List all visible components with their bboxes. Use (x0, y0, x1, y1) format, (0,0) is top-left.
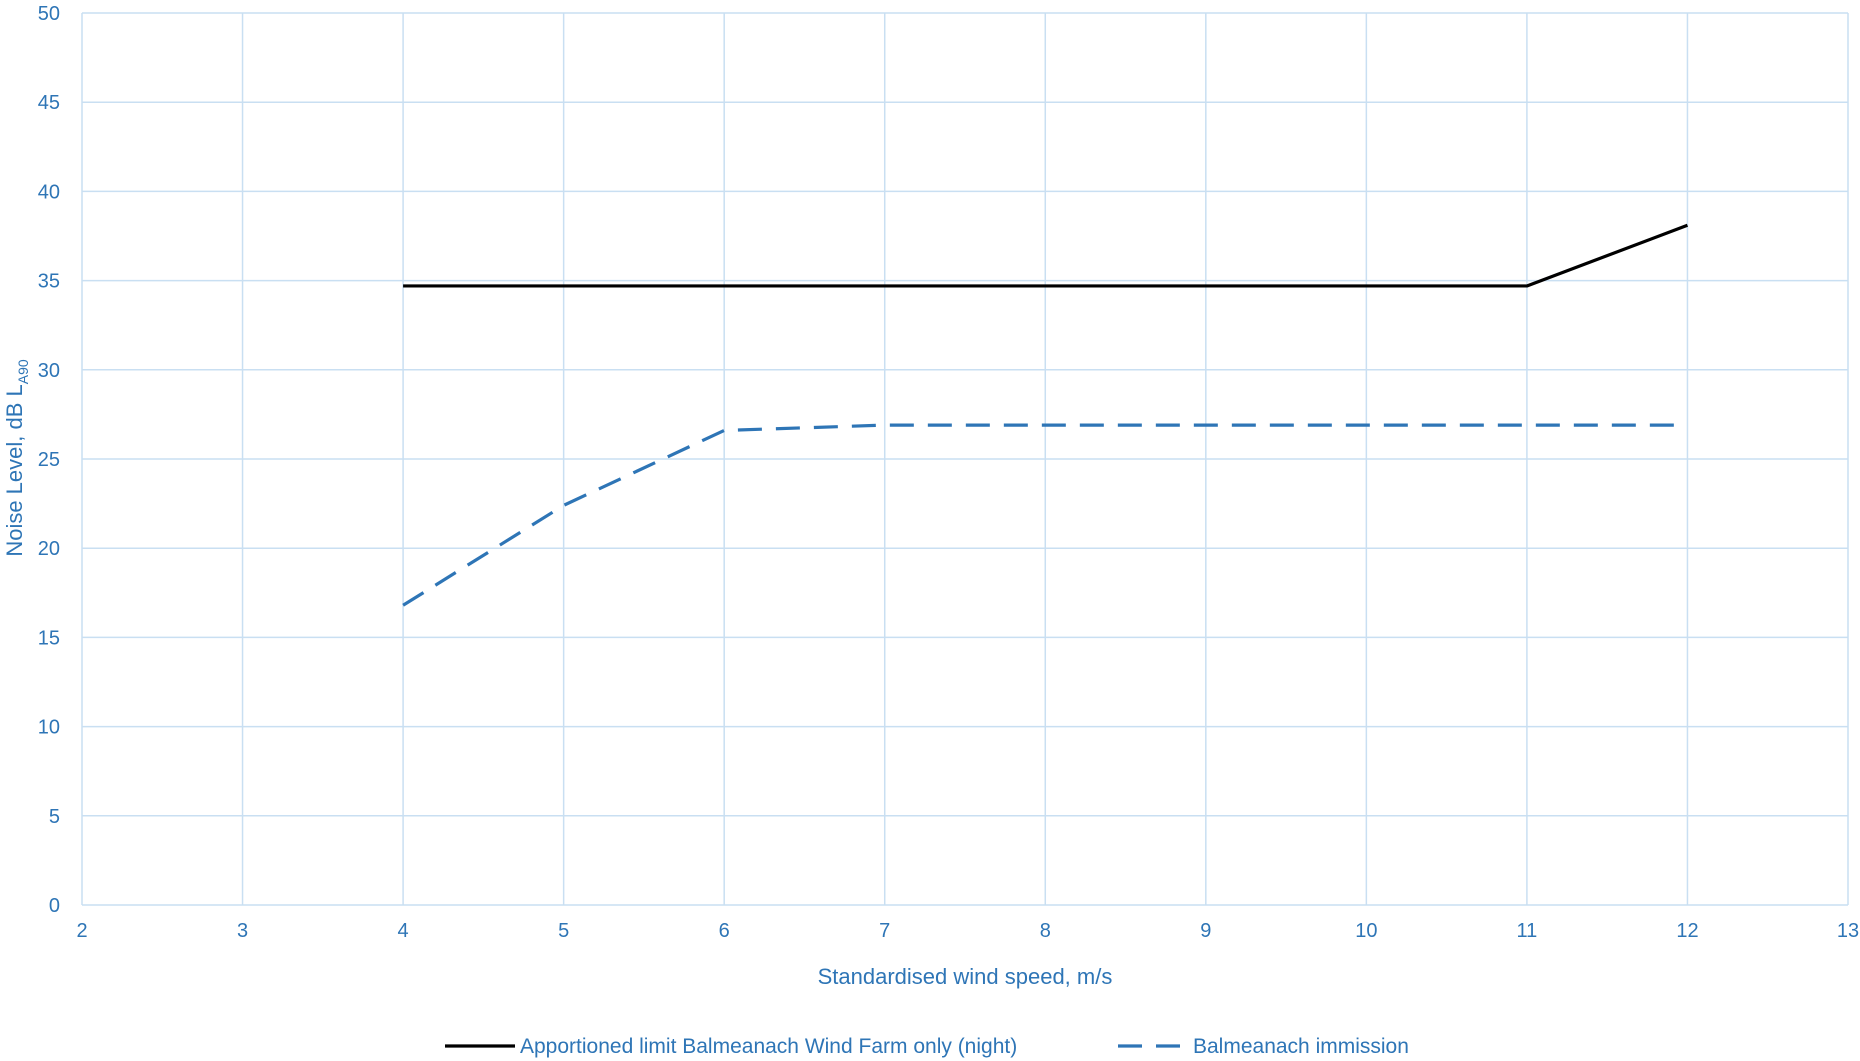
x-tick-label: 6 (719, 920, 730, 942)
y-axis-title-main: Noise Level, dB L (2, 384, 27, 556)
y-axis-title: Noise Level, dB LA90 (2, 359, 31, 557)
x-tick-label: 2 (76, 920, 87, 942)
y-axis-title-subscript: A90 (15, 359, 31, 384)
y-tick-label: 50 (38, 3, 60, 25)
y-tick-label: 45 (38, 92, 60, 114)
grid (81, 12, 1849, 906)
y-tick-label: 20 (38, 538, 60, 560)
y-tick-label: 35 (38, 271, 60, 293)
x-tick-label: 7 (879, 920, 890, 942)
y-tick-label: 10 (38, 717, 60, 739)
y-axis-ticks: 0 5 10 15 20 25 30 35 40 45 50 (38, 3, 60, 917)
x-tick-label: 5 (558, 920, 569, 942)
y-tick-label: 0 (49, 895, 60, 917)
legend: Apportioned limit Balmeanach Wind Farm o… (445, 1035, 1409, 1058)
x-tick-label: 10 (1355, 920, 1377, 942)
legend-label-1: Apportioned limit Balmeanach Wind Farm o… (520, 1035, 1017, 1058)
y-tick-label: 25 (38, 449, 60, 471)
x-tick-label: 11 (1517, 920, 1538, 942)
y-tick-label: 40 (38, 181, 60, 203)
y-tick-label: 15 (38, 627, 60, 649)
x-tick-label: 13 (1837, 920, 1859, 942)
y-tick-label: 5 (49, 806, 60, 828)
x-tick-label: 4 (398, 920, 409, 942)
y-tick-label: 30 (38, 360, 60, 382)
series-lines (402, 223, 1689, 607)
x-tick-label: 3 (237, 920, 248, 942)
x-axis-title: Standardised wind speed, m/s (818, 964, 1113, 989)
x-tick-label: 9 (1200, 920, 1211, 942)
x-axis-ticks: 2 3 4 5 6 7 8 9 10 11 12 13 (76, 920, 1859, 942)
series-line-1 (403, 223, 1689, 288)
x-tick-label: 12 (1676, 920, 1698, 942)
series-line-2 (402, 423, 1688, 607)
legend-label-2: Balmeanach immission (1193, 1035, 1409, 1058)
x-tick-label: 8 (1040, 920, 1051, 942)
